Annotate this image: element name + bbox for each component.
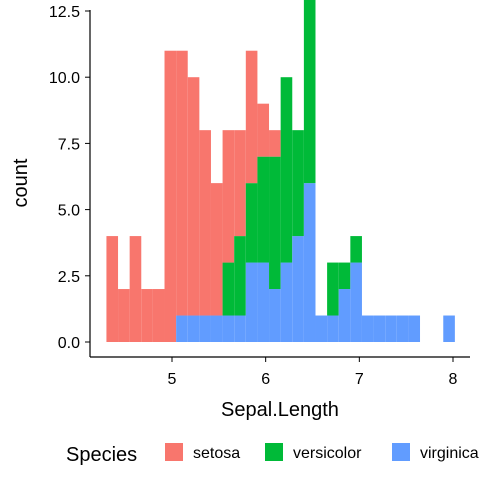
bar-setosa: [141, 289, 153, 342]
bar-setosa: [187, 77, 200, 316]
bar-setosa: [222, 130, 235, 263]
bar-virginica: [199, 315, 211, 342]
bar-setosa: [257, 103, 270, 157]
bar-virginica: [187, 315, 200, 342]
bar-setosa: [210, 183, 223, 316]
x-tick-label: 6: [261, 371, 270, 388]
bar-virginica: [269, 289, 281, 342]
bar-setosa: [129, 236, 142, 342]
bar-virginica: [292, 236, 304, 342]
bar-virginica: [176, 315, 188, 342]
bar-versicolor: [338, 262, 351, 290]
bar-virginica: [338, 289, 351, 342]
bar-virginica: [396, 315, 409, 342]
bar-virginica: [350, 262, 362, 342]
bar-versicolor: [303, 0, 316, 184]
y-tick-label: 0.0: [58, 335, 80, 352]
bar-setosa: [176, 50, 188, 316]
legend-key-versicolor: [265, 443, 283, 461]
bar-setosa: [106, 236, 119, 342]
legend-title: Species: [66, 444, 137, 466]
legend-key-setosa: [165, 443, 183, 461]
y-ticks-group: 0.0 2.5 5.0 7.5 10.0 12.5: [49, 4, 90, 352]
legend-label-virginica: virginica: [420, 445, 479, 462]
bar-virginica: [222, 315, 235, 342]
x-ticks-group: 5 6 7 8: [168, 357, 458, 388]
y-tick-label: 10.0: [49, 70, 80, 87]
legend-label-setosa: setosa: [193, 445, 240, 462]
x-axis-title: Sepal.Length: [221, 399, 339, 421]
bar-virginica: [385, 315, 397, 342]
bar-setosa: [199, 130, 211, 316]
bar-virginica: [408, 315, 421, 342]
bar-virginica: [303, 183, 316, 342]
legend: Species setosa versicolor virginica: [66, 443, 479, 466]
x-tick-label: 7: [355, 371, 364, 388]
bar-virginica: [234, 315, 246, 342]
bar-versicolor: [245, 183, 258, 263]
y-tick-label: 7.5: [58, 136, 80, 153]
x-tick-label: 5: [168, 371, 177, 388]
bar-setosa: [269, 130, 281, 157]
y-tick-label: 2.5: [58, 269, 80, 286]
bar-virginica: [361, 315, 374, 342]
bar-versicolor: [292, 130, 304, 237]
bar-virginica: [373, 315, 386, 342]
bar-versicolor: [257, 156, 270, 263]
y-tick-label: 5.0: [58, 203, 80, 220]
bar-versicolor: [222, 262, 235, 316]
bar-versicolor: [280, 77, 293, 263]
bar-virginica: [257, 262, 270, 342]
bar-virginica: [210, 315, 223, 342]
bar-virginica: [327, 315, 339, 342]
bar-versicolor: [269, 156, 281, 290]
bar-setosa: [245, 50, 258, 184]
bars-group: [106, 0, 455, 342]
bar-versicolor: [327, 262, 339, 316]
y-tick-label: 12.5: [49, 4, 80, 21]
legend-key-virginica: [392, 443, 410, 461]
x-tick-label: 8: [449, 371, 458, 388]
bar-versicolor: [234, 236, 246, 316]
bar-setosa: [118, 289, 130, 342]
bar-versicolor: [350, 236, 362, 263]
bar-setosa: [164, 50, 177, 342]
bar-virginica: [443, 315, 455, 342]
legend-label-versicolor: versicolor: [293, 445, 362, 462]
bar-setosa: [234, 130, 246, 237]
bar-virginica: [280, 262, 293, 342]
bar-virginica: [315, 315, 328, 342]
bar-setosa: [152, 289, 165, 342]
y-axis-title: count: [10, 158, 32, 207]
bar-virginica: [245, 262, 258, 342]
